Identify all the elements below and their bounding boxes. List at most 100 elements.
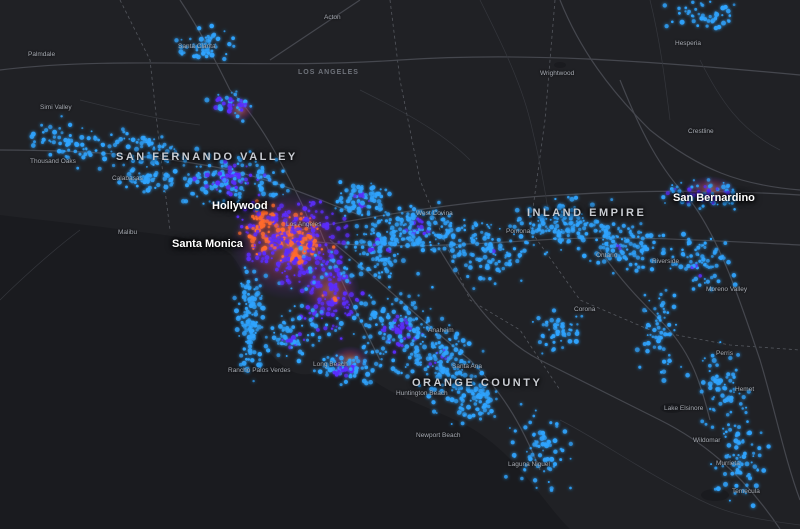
- heat-point: [405, 374, 410, 379]
- heat-point: [603, 229, 609, 234]
- heat-point: [745, 406, 748, 409]
- heat-point: [686, 202, 691, 207]
- heat-point: [245, 102, 248, 105]
- heat-point: [406, 363, 409, 367]
- heat-point: [706, 19, 711, 23]
- heat-point: [489, 249, 493, 253]
- heat-point: [399, 232, 403, 235]
- heat-point: [458, 361, 461, 364]
- heat-point: [575, 315, 578, 318]
- heat-point: [478, 388, 483, 394]
- heat-point: [597, 255, 600, 258]
- heat-point: [309, 217, 312, 220]
- heat-point: [661, 247, 666, 252]
- heat-point: [434, 361, 437, 364]
- heat-point: [672, 293, 677, 298]
- heat-point: [606, 233, 609, 236]
- heat-point: [725, 190, 730, 195]
- heat-point: [287, 210, 291, 214]
- heat-point: [457, 388, 460, 391]
- heat-point: [437, 200, 441, 205]
- heat-point: [271, 203, 276, 208]
- heat-point: [449, 212, 453, 216]
- heat-point: [259, 296, 263, 301]
- heat-point: [346, 313, 349, 317]
- heat-point: [439, 389, 445, 394]
- heat-point: [687, 187, 692, 192]
- heat-point: [307, 284, 310, 288]
- heat-point: [228, 98, 232, 103]
- heat-point: [203, 42, 207, 46]
- heat-point: [437, 341, 441, 345]
- heat-point: [301, 254, 306, 259]
- heat-point: [552, 229, 557, 234]
- heat-point: [121, 127, 125, 132]
- heat-point: [367, 199, 371, 203]
- heat-point: [410, 216, 414, 220]
- heat-point: [420, 247, 426, 253]
- heat-point: [389, 322, 394, 327]
- heat-point: [363, 301, 369, 307]
- heat-point: [248, 162, 252, 167]
- heat-point: [733, 438, 739, 444]
- heat-point: [508, 224, 512, 229]
- heat-point: [407, 355, 412, 360]
- heat-point: [223, 30, 226, 33]
- heat-point: [268, 246, 273, 251]
- heat-point: [342, 216, 347, 221]
- heat-point: [173, 148, 176, 151]
- heat-point: [425, 372, 429, 376]
- heat-point: [276, 341, 280, 345]
- heat-point: [488, 276, 492, 281]
- heat-point: [537, 219, 540, 222]
- heat-point: [536, 227, 541, 232]
- heat-point: [455, 343, 458, 346]
- heat-point: [429, 224, 432, 227]
- heat-point: [730, 471, 735, 476]
- heat-point: [422, 326, 425, 329]
- heat-point: [602, 238, 605, 241]
- heat-point: [373, 216, 377, 219]
- heat-point: [681, 248, 684, 252]
- heat-point: [560, 228, 563, 231]
- heat-point: [714, 247, 719, 252]
- heat-point: [260, 231, 265, 236]
- heat-point: [427, 226, 431, 231]
- heat-point: [360, 266, 364, 271]
- heat-point: [78, 152, 82, 156]
- heat-point: [419, 224, 424, 230]
- heat-point: [195, 179, 200, 184]
- heat-point: [471, 391, 475, 396]
- heat-point: [560, 448, 565, 453]
- heat-point: [381, 242, 386, 246]
- heat-point: [635, 255, 641, 260]
- heat-point: [329, 272, 332, 276]
- heat-point: [293, 305, 296, 308]
- heat-point: [578, 220, 583, 224]
- heat-point: [470, 238, 476, 244]
- heat-point: [219, 159, 224, 164]
- heat-point: [364, 381, 369, 386]
- heat-point: [248, 311, 252, 315]
- heat-point: [160, 135, 164, 139]
- heat-point: [560, 210, 564, 214]
- heat-point: [549, 317, 554, 323]
- heat-point: [192, 176, 197, 182]
- heat-point: [301, 270, 307, 275]
- heat-point: [111, 163, 116, 168]
- heat-point: [233, 192, 238, 197]
- heat-point: [671, 189, 675, 194]
- heat-point: [414, 348, 420, 353]
- heat-point: [431, 211, 435, 215]
- heat-point: [670, 247, 673, 251]
- heat-point: [225, 53, 228, 56]
- heat-point: [195, 45, 199, 49]
- heat-point: [479, 264, 483, 269]
- heat-point: [310, 213, 314, 218]
- heat-point: [380, 328, 384, 332]
- heat-point: [556, 232, 562, 237]
- heat-point: [365, 233, 368, 236]
- heat-point: [739, 471, 743, 475]
